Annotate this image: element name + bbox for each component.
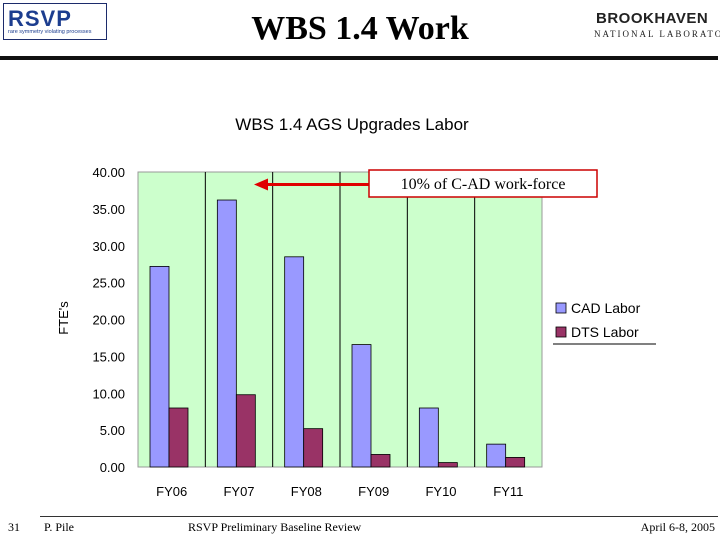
y-tick-label: 10.00 — [92, 386, 125, 401]
annotation-box — [368, 169, 598, 198]
y-tick-label: 40.00 — [92, 165, 125, 180]
rsvp-logo-mark: RSVP — [8, 6, 72, 31]
x-tick-label: FY08 — [291, 484, 322, 499]
annotation-arrowhead — [254, 178, 268, 191]
y-tick-label: 5.00 — [100, 423, 125, 438]
footer-author: P. Pile — [44, 520, 75, 534]
y-axis-ticks: 0.00 5.00 10.00 15.00 20.00 25.00 30.00 35.00 40… — [92, 165, 125, 475]
rsvp-logo: RSVP rare symmetry violating processes — [3, 3, 107, 40]
brookhaven-logo: BROOKHAVEN NATIONAL LABORATORY — [588, 8, 720, 42]
bar-dts-labor — [505, 457, 526, 468]
annotation-text: 10% of C-AD work-force — [401, 176, 566, 193]
y-tick-label: 30.00 — [92, 239, 125, 254]
x-tick-label: FY07 — [223, 484, 254, 499]
rsvp-logo-tagline: rare symmetry violating processes — [8, 29, 92, 35]
bar-dts-labor — [303, 428, 324, 468]
chart-title: WBS 1.4 AGS Upgrades Labor — [235, 115, 469, 134]
bar-cad-labor — [216, 199, 237, 468]
x-tick-label: FY06 — [156, 484, 187, 499]
y-tick-label: 25.00 — [92, 276, 125, 291]
bar-dts-labor — [437, 462, 458, 468]
x-axis-ticks: FY06 FY07 FY08 FY09 FY10 FY11 — [156, 484, 523, 499]
y-tick-label: 35.00 — [92, 202, 125, 217]
bar-cad-labor — [418, 407, 439, 468]
brookhaven-logo-line2: NATIONAL LABORATORY — [594, 29, 720, 39]
bar-cad-labor — [284, 256, 305, 468]
footer-divider — [40, 516, 718, 517]
footer-event: RSVP Preliminary Baseline Review — [188, 520, 362, 534]
slide-title: WBS 1.4 Work — [251, 10, 469, 47]
bar-cad-labor — [149, 265, 170, 468]
y-tick-label: 20.00 — [92, 313, 125, 328]
grid-lines — [204, 172, 476, 467]
x-tick-label: FY09 — [358, 484, 389, 499]
title-divider — [0, 56, 718, 60]
y-tick-label: 0.00 — [100, 460, 125, 475]
legend-swatch — [555, 302, 567, 314]
bars — [149, 199, 526, 468]
footer-page-number: 31 — [8, 520, 20, 534]
legend-label: DTS Labor — [571, 324, 639, 340]
brookhaven-logo-line1: BROOKHAVEN — [596, 10, 709, 27]
legend-swatch — [555, 326, 567, 338]
annotation: 10% of C-AD work-force — [254, 169, 598, 198]
footer-date: April 6-8, 2005 — [640, 520, 715, 534]
bar-dts-labor — [370, 454, 391, 468]
y-tick-label: 15.00 — [92, 349, 125, 364]
legend-label: CAD Labor — [571, 300, 641, 316]
y-axis-label: FTE's — [56, 301, 71, 335]
bar-dts-labor — [168, 407, 189, 468]
x-tick-label: FY10 — [425, 484, 456, 499]
bar-dts-labor — [235, 394, 256, 468]
x-tick-label: FY11 — [493, 484, 523, 499]
legend: CAD Labor DTS Labor — [553, 300, 656, 345]
bar-cad-labor — [351, 344, 372, 468]
bar-cad-labor — [486, 443, 507, 468]
